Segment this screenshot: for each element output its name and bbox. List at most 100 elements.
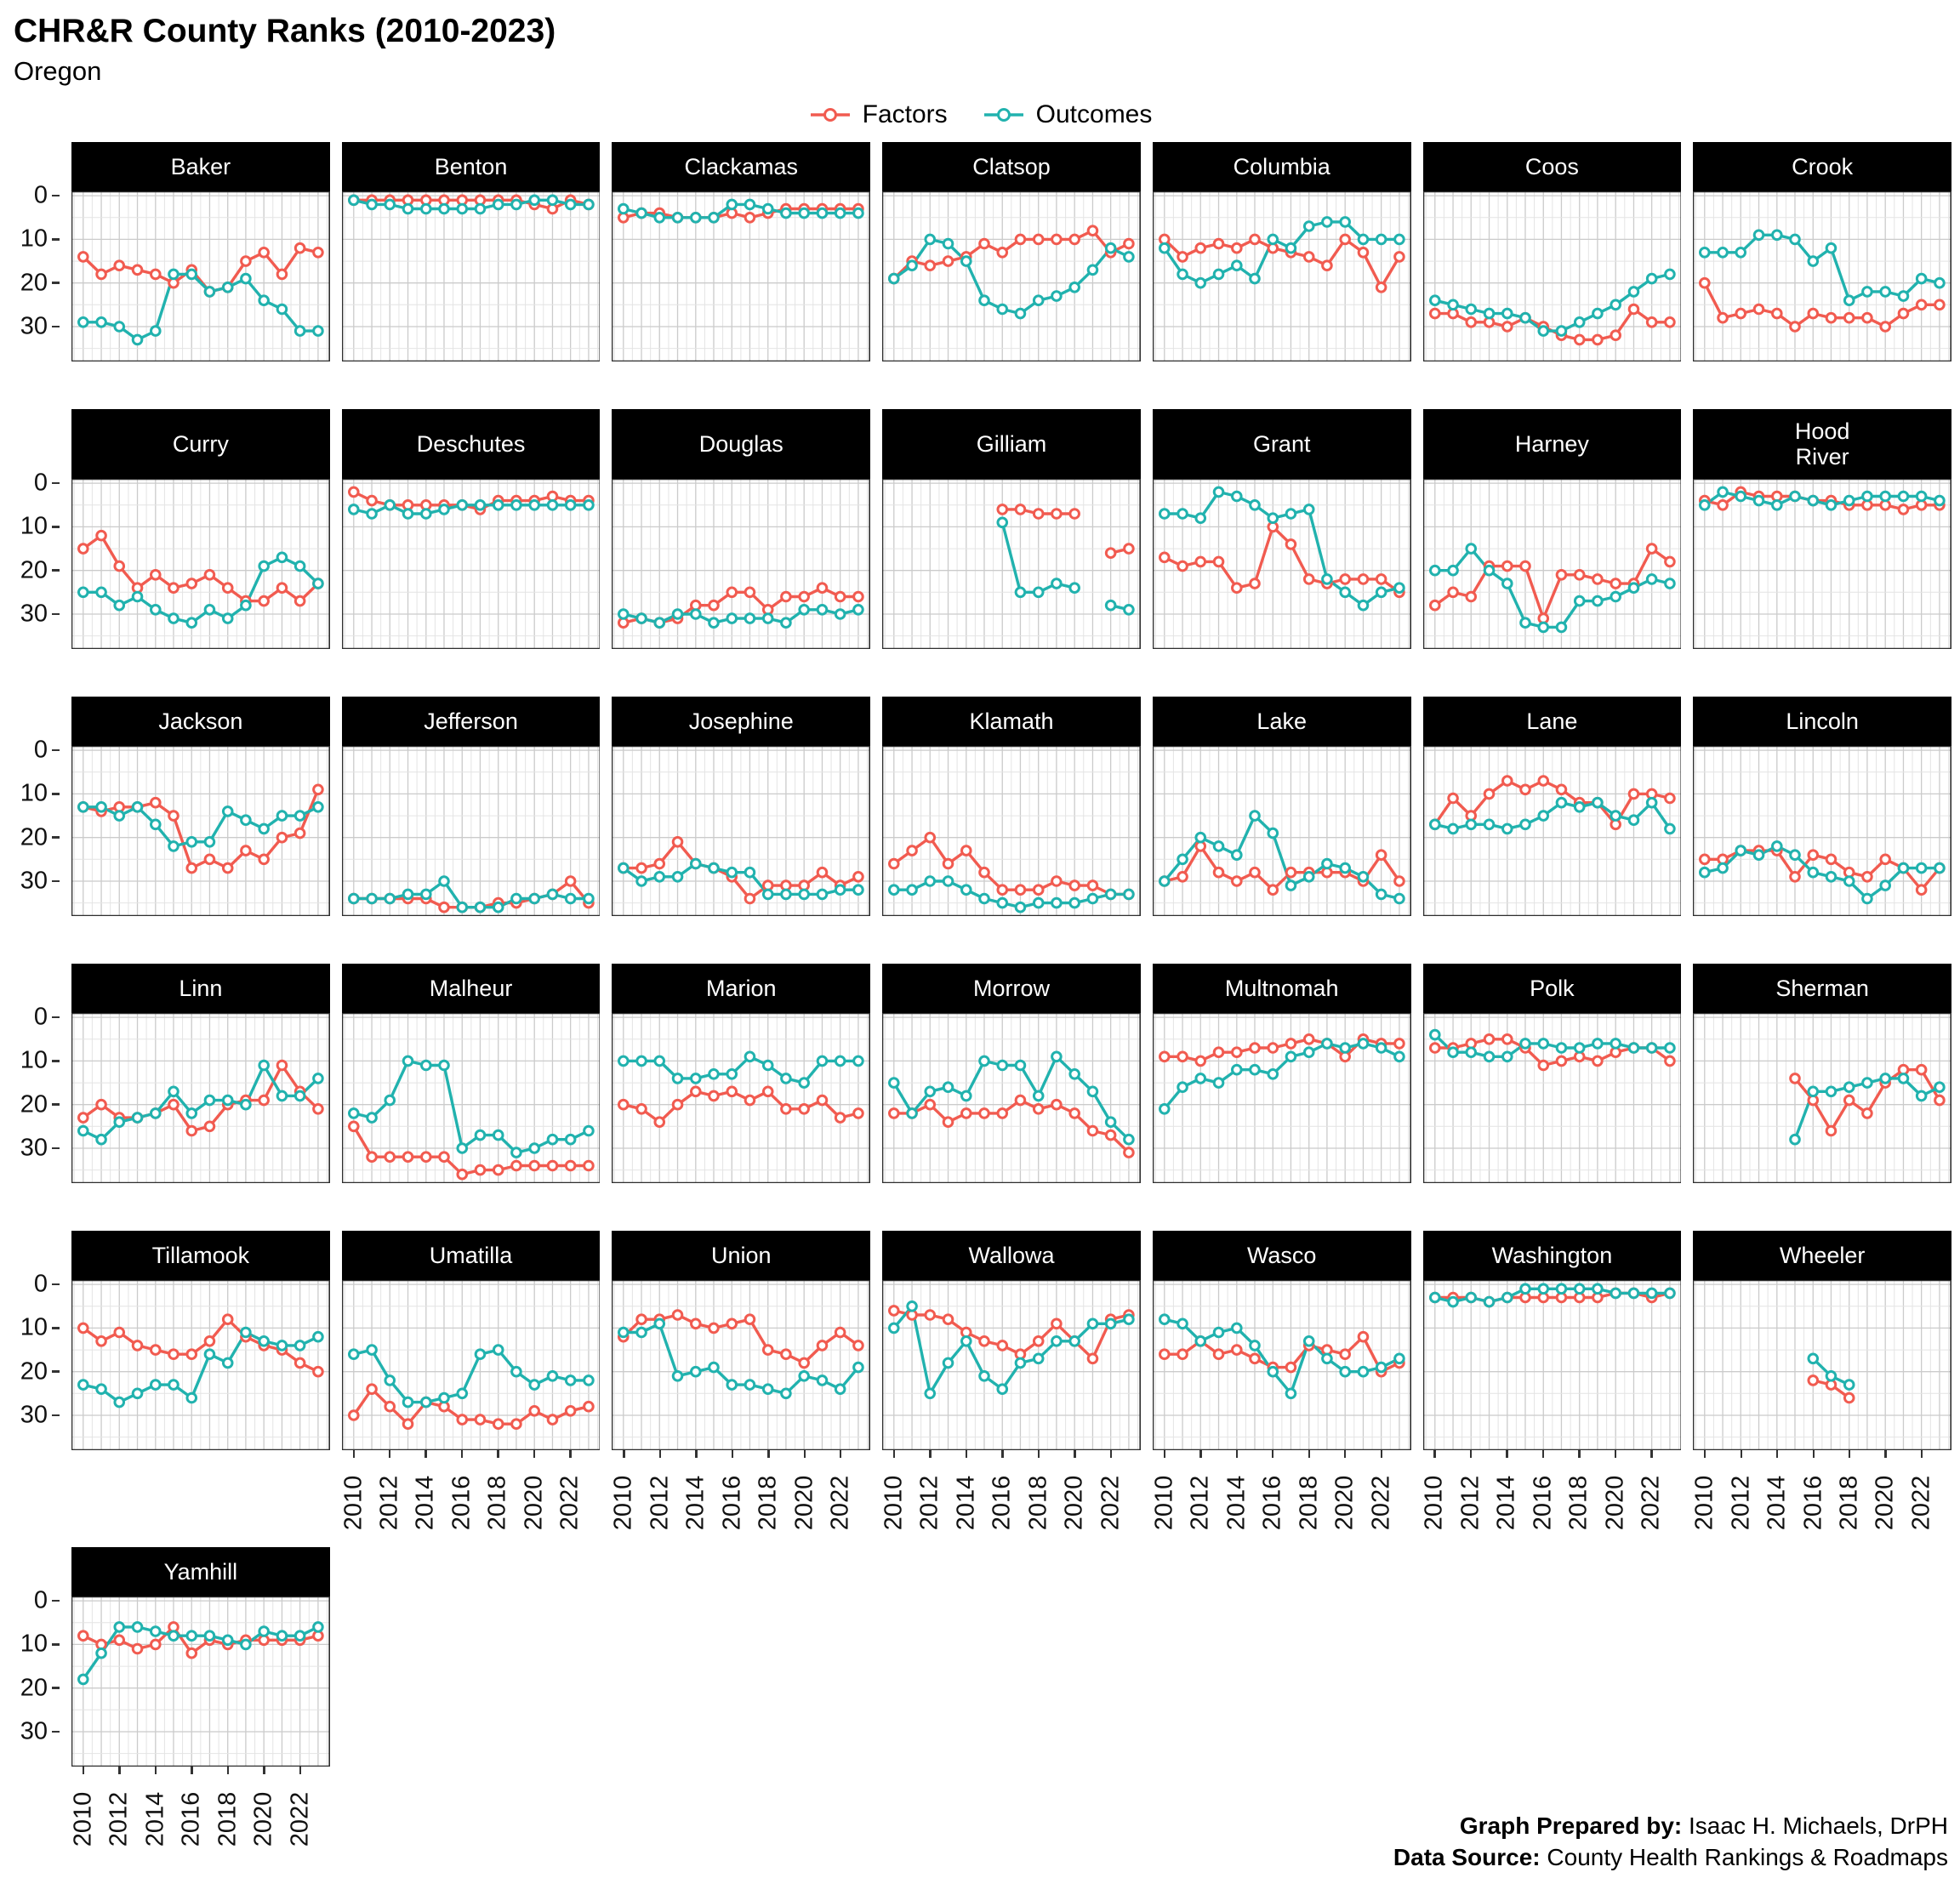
facet-strip-douglas: Douglas	[612, 408, 871, 479]
y-tick-label: 10	[20, 779, 48, 807]
facet-strip-jackson: Jackson	[71, 696, 330, 746]
y-tick-label: 30	[20, 1134, 48, 1162]
x-tick-mark	[695, 1449, 698, 1458]
x-tick-mark	[460, 1449, 464, 1458]
x-tick-mark	[803, 1449, 806, 1458]
x-tick-mark	[1433, 1449, 1436, 1458]
y-axis-row-5: 0 10 20 30	[5, 1231, 60, 1450]
facet-strip-linn: Linn	[71, 963, 330, 1013]
facet-panel-baker	[71, 191, 330, 361]
y-axis-row-2: 0 10 20 30	[5, 409, 60, 649]
facet-strip-tillamook: Tillamook	[71, 1230, 330, 1280]
facet-benton: Benton	[341, 141, 601, 361]
y-tick-mark	[52, 612, 60, 616]
x-axis-labels-union: 2010 2012 2014 2016 2018 2020 2022	[609, 1449, 870, 1547]
facet-sherman: Sherman	[1693, 963, 1951, 1183]
x-tick-label: 2018	[1295, 1475, 1323, 1531]
x-tick-mark	[299, 1766, 302, 1774]
x-tick-label: 2010	[1690, 1475, 1718, 1531]
facet-panel-grant	[1152, 478, 1411, 649]
facet-panel-lane	[1422, 745, 1682, 916]
y-tick-label: 20	[20, 1357, 48, 1386]
x-tick-mark	[767, 1449, 770, 1458]
x-tick-mark	[1235, 1449, 1238, 1458]
facet-clatsop: Clatsop	[882, 141, 1141, 361]
x-tick-label: 2012	[1727, 1475, 1755, 1531]
x-axis-labels-wallowa: 2010 2012 2014 2016 2018 2020 2022	[880, 1449, 1141, 1547]
y-tick-label: 20	[20, 1674, 48, 1702]
x-tick-mark	[352, 1449, 355, 1458]
y-tick-label: 0	[33, 469, 48, 497]
y-tick-label: 20	[20, 1090, 48, 1118]
facet-strip-sherman: Sherman	[1693, 963, 1951, 1013]
y-tick-mark	[52, 1370, 60, 1373]
y-tick-label: 0	[33, 181, 48, 209]
y-tick-label: 0	[33, 736, 48, 764]
facet-strip-malheur: Malheur	[341, 963, 601, 1013]
x-tick-label: 2012	[915, 1475, 943, 1531]
x-tick-label: 2018	[1024, 1475, 1052, 1531]
y-tick-mark	[52, 526, 60, 528]
facet-panel-washington	[1422, 1279, 1682, 1450]
facet-panel-yamhill	[71, 1596, 330, 1767]
facet-strip-lake: Lake	[1152, 696, 1411, 746]
x-tick-label: 2020	[1330, 1475, 1359, 1531]
y-tick-mark	[52, 282, 60, 284]
facet-yamhill: Yamhill 2010 2012 2014 2016 2018 2020 2022	[69, 1546, 330, 1864]
y-tick-mark	[52, 1283, 60, 1286]
y-tick-mark	[52, 1147, 60, 1150]
facet-coos: Coos	[1422, 141, 1682, 361]
x-tick-label: 2010	[69, 1791, 97, 1847]
facet-panel-multnomah	[1152, 1012, 1411, 1183]
x-tick-label: 2022	[1637, 1475, 1665, 1531]
facet-panel-columbia	[1152, 191, 1411, 361]
facet-tillamook: Tillamook	[71, 1230, 330, 1450]
y-tick-label: 10	[20, 1046, 48, 1074]
facet-strip-baker: Baker	[71, 141, 330, 191]
x-tick-mark	[1506, 1449, 1508, 1458]
x-tick-label: 2016	[718, 1475, 746, 1531]
x-tick-mark	[1109, 1449, 1113, 1458]
page-subtitle: Oregon	[14, 55, 102, 86]
facet-panel-wallowa	[882, 1279, 1141, 1450]
facet-panel-clackamas	[612, 191, 871, 361]
x-axis-labels-yamhill: 2010 2012 2014 2016 2018 2020 2022	[69, 1766, 330, 1864]
facet-panel-curry	[71, 478, 330, 649]
x-tick-mark	[263, 1766, 265, 1774]
x-tick-label: 2016	[988, 1475, 1016, 1531]
x-tick-mark	[1380, 1449, 1382, 1458]
y-tick-label: 30	[20, 1401, 48, 1429]
facet-strip-marion: Marion	[612, 963, 871, 1013]
y-tick-label: 0	[33, 1586, 48, 1614]
facet-panel-morrow	[882, 1012, 1141, 1183]
legend-swatch-factors-icon	[810, 107, 850, 122]
y-tick-mark	[52, 836, 60, 839]
x-tick-mark	[892, 1449, 896, 1458]
x-tick-mark	[533, 1449, 536, 1458]
x-tick-label: 2018	[214, 1791, 242, 1847]
x-tick-mark	[388, 1449, 391, 1458]
y-tick-mark	[52, 238, 60, 241]
y-tick-mark	[52, 1327, 60, 1329]
facet-baker: Baker	[71, 141, 330, 361]
x-tick-mark	[154, 1766, 157, 1774]
facet-panel-tillamook	[71, 1279, 330, 1450]
x-tick-mark	[497, 1449, 499, 1458]
facet-strip-jefferson: Jefferson	[341, 696, 601, 746]
x-tick-mark	[118, 1766, 121, 1774]
facet-strip-crook: Crook	[1693, 141, 1951, 191]
facet-linn: Linn	[71, 963, 330, 1183]
x-tick-label: 2022	[1907, 1475, 1935, 1531]
facet-strip-grant: Grant	[1152, 408, 1411, 479]
x-tick-label: 2014	[411, 1475, 439, 1531]
facet-panel-harney	[1422, 478, 1682, 649]
x-tick-label: 2010	[609, 1475, 637, 1531]
facet-strip-union: Union	[612, 1230, 871, 1280]
x-tick-label: 2012	[375, 1475, 403, 1531]
facet-panel-umatilla	[341, 1279, 601, 1450]
facet-morrow: Morrow	[882, 963, 1141, 1183]
y-tick-mark	[52, 1730, 60, 1733]
x-tick-mark	[1163, 1449, 1166, 1458]
facet-strip-wasco: Wasco	[1152, 1230, 1411, 1280]
